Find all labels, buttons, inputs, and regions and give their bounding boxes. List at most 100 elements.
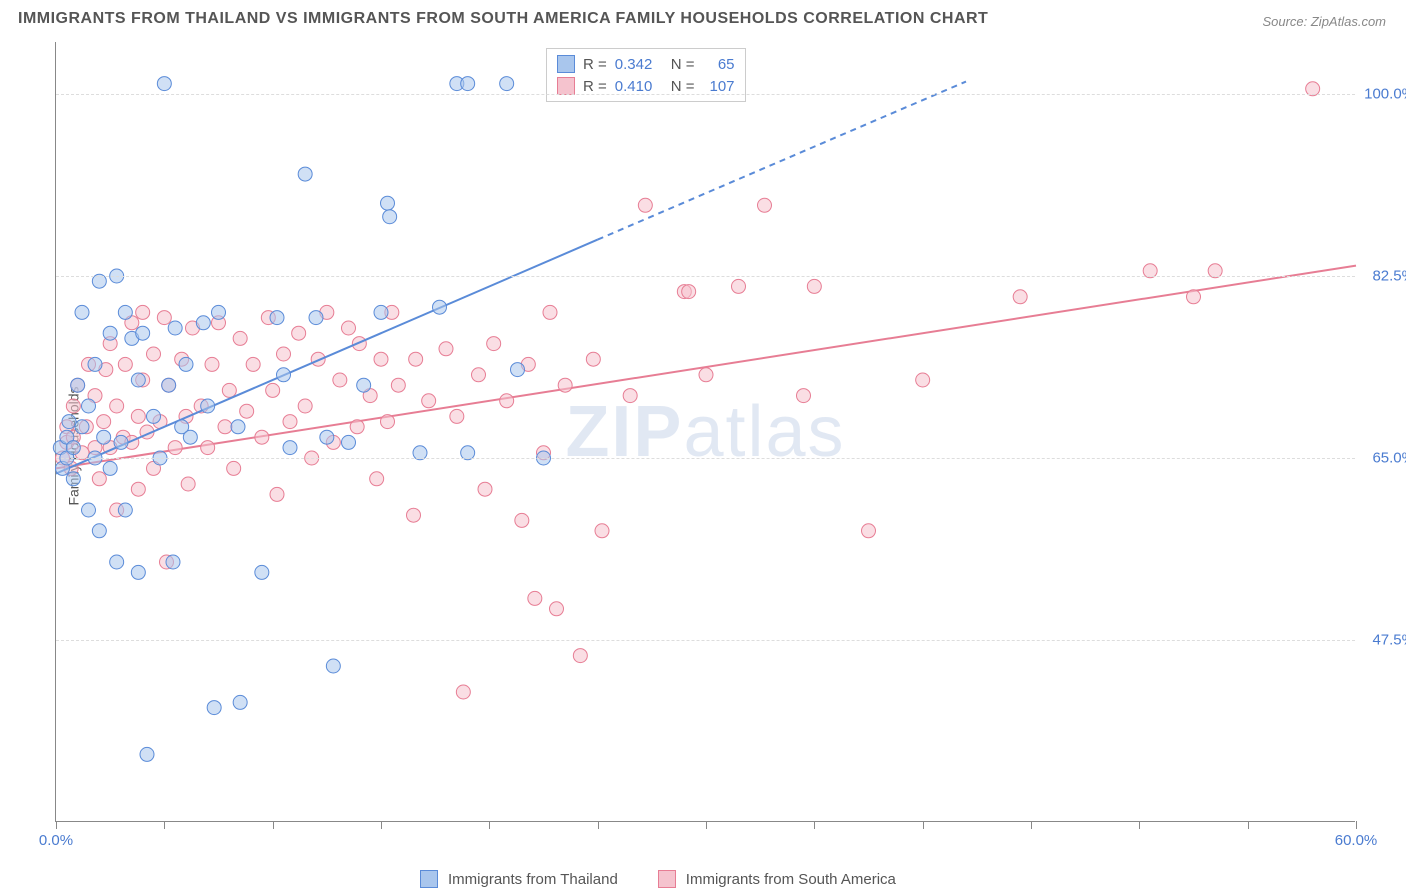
pink-point bbox=[277, 347, 291, 361]
n-value: 107 bbox=[703, 78, 735, 95]
x-tick bbox=[1248, 821, 1249, 829]
blue-point bbox=[131, 373, 145, 387]
pink-point bbox=[638, 198, 652, 212]
blue-point bbox=[118, 305, 132, 319]
pink-point bbox=[222, 383, 236, 397]
pink-point bbox=[131, 482, 145, 496]
pink-point bbox=[168, 441, 182, 455]
pink-point bbox=[374, 352, 388, 366]
pink-point bbox=[136, 305, 150, 319]
pink-point bbox=[181, 477, 195, 491]
blue-point bbox=[212, 305, 226, 319]
blue-point bbox=[162, 378, 176, 392]
pink-point bbox=[1013, 290, 1027, 304]
pink-point bbox=[255, 430, 269, 444]
pink-point bbox=[147, 347, 161, 361]
blue-point bbox=[131, 565, 145, 579]
blue-point bbox=[207, 701, 221, 715]
pink-point bbox=[528, 591, 542, 605]
pink-point bbox=[439, 342, 453, 356]
pink-point bbox=[266, 383, 280, 397]
blue-trendline-dashed bbox=[598, 82, 966, 240]
x-tick bbox=[56, 821, 57, 829]
pink-point bbox=[422, 394, 436, 408]
pink-point bbox=[515, 513, 529, 527]
gridline bbox=[56, 276, 1355, 277]
chart-container: IMMIGRANTS FROM THAILAND VS IMMIGRANTS F… bbox=[0, 0, 1406, 892]
pink-point bbox=[157, 311, 171, 325]
n-label: N = bbox=[671, 78, 695, 95]
blue-point bbox=[196, 316, 210, 330]
pink-point bbox=[478, 482, 492, 496]
pink-point bbox=[456, 685, 470, 699]
pink-point bbox=[623, 389, 637, 403]
blue-point bbox=[270, 311, 284, 325]
blue-point bbox=[357, 378, 371, 392]
blue-point bbox=[461, 77, 475, 91]
x-tick bbox=[381, 821, 382, 829]
pink-point bbox=[233, 331, 247, 345]
legend-row: R =0.342N =65 bbox=[557, 53, 735, 75]
gridline bbox=[56, 94, 1355, 95]
blue-point bbox=[157, 77, 171, 91]
blue-point bbox=[374, 305, 388, 319]
blue-point bbox=[342, 435, 356, 449]
series-label: Immigrants from Thailand bbox=[448, 871, 618, 888]
blue-point bbox=[255, 565, 269, 579]
scatter-plot-svg bbox=[56, 42, 1355, 821]
pink-point bbox=[227, 461, 241, 475]
gridline bbox=[56, 458, 1355, 459]
blue-point bbox=[114, 435, 128, 449]
x-tick bbox=[164, 821, 165, 829]
blue-point bbox=[147, 409, 161, 423]
x-tick bbox=[598, 821, 599, 829]
r-label: R = bbox=[583, 56, 607, 73]
series-label: Immigrants from South America bbox=[686, 871, 896, 888]
pink-point bbox=[732, 279, 746, 293]
r-value: 0.410 bbox=[615, 78, 663, 95]
r-value: 0.342 bbox=[615, 56, 663, 73]
blue-point bbox=[66, 472, 80, 486]
source-attribution: Source: ZipAtlas.com bbox=[1262, 14, 1386, 29]
blue-point bbox=[511, 363, 525, 377]
pink-point bbox=[407, 508, 421, 522]
blue-point bbox=[118, 503, 132, 517]
pink-point bbox=[201, 441, 215, 455]
x-tick bbox=[1356, 821, 1357, 829]
blue-point bbox=[309, 311, 323, 325]
blue-point bbox=[277, 368, 291, 382]
pink-point bbox=[573, 649, 587, 663]
x-tick bbox=[1139, 821, 1140, 829]
blue-point bbox=[82, 399, 96, 413]
pink-point bbox=[391, 378, 405, 392]
blue-point bbox=[231, 420, 245, 434]
blue-point bbox=[82, 503, 96, 517]
blue-point bbox=[383, 210, 397, 224]
x-tick bbox=[814, 821, 815, 829]
pink-swatch-icon bbox=[557, 77, 575, 95]
pink-point bbox=[807, 279, 821, 293]
blue-point bbox=[97, 430, 111, 444]
pink-point bbox=[240, 404, 254, 418]
blue-point bbox=[166, 555, 180, 569]
pink-point bbox=[283, 415, 297, 429]
pink-point bbox=[350, 420, 364, 434]
pink-point bbox=[97, 415, 111, 429]
r-label: R = bbox=[583, 78, 607, 95]
x-tick bbox=[273, 821, 274, 829]
pink-point bbox=[543, 305, 557, 319]
x-tick-label: 60.0% bbox=[1335, 832, 1378, 849]
plot-area: ZIPatlas R =0.342N =65R =0.410N =107 47.… bbox=[55, 42, 1355, 822]
pink-point bbox=[797, 389, 811, 403]
blue-point bbox=[381, 196, 395, 210]
blue-point bbox=[92, 524, 106, 538]
blue-point bbox=[201, 399, 215, 413]
blue-point bbox=[283, 441, 297, 455]
blue-point bbox=[66, 441, 80, 455]
pink-point bbox=[550, 602, 564, 616]
pink-point bbox=[1187, 290, 1201, 304]
pink-point bbox=[758, 198, 772, 212]
pink-point bbox=[558, 378, 572, 392]
series-legend: Immigrants from Thailand Immigrants from … bbox=[420, 870, 926, 888]
pink-point bbox=[586, 352, 600, 366]
